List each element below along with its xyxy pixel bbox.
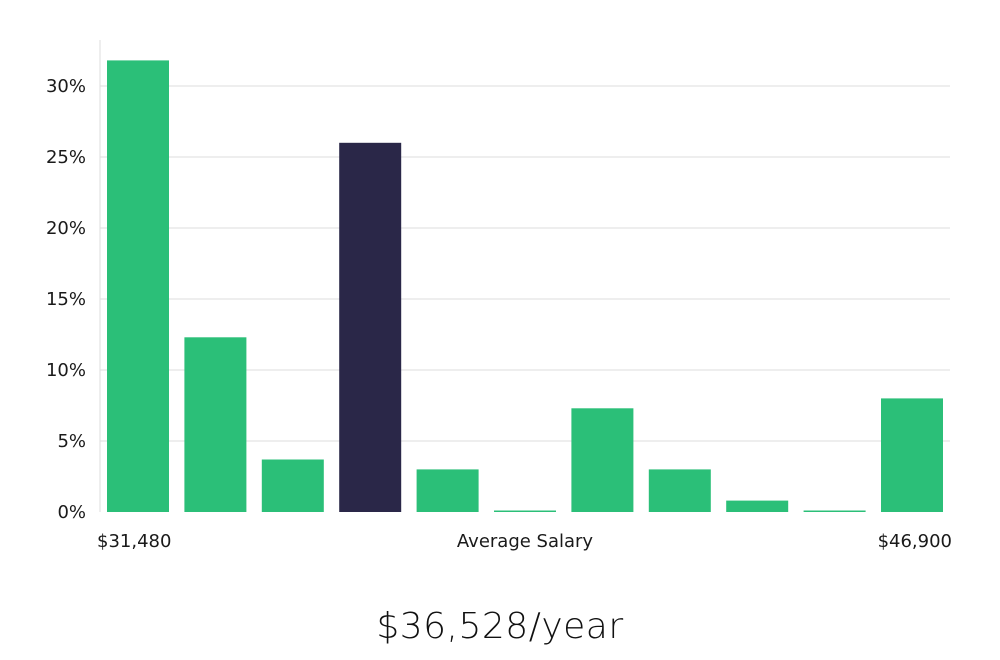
bar — [803, 510, 866, 512]
y-tick-label: 25% — [46, 147, 86, 168]
bar-highlighted — [339, 142, 402, 513]
salary-histogram-chart: 0% 5% 10% 15% 20% 25% 30% $31,480 Average Sala… — [46, 40, 952, 552]
bar — [107, 60, 169, 513]
x-start-label: $31,480 — [97, 531, 171, 552]
bar — [416, 469, 479, 512]
y-tick-label: 30% — [46, 76, 86, 97]
x-axis-title: Average Salary — [457, 531, 594, 552]
bar — [571, 408, 634, 512]
y-tick-label: 5% — [57, 431, 86, 452]
y-tick-label: 10% — [46, 360, 86, 381]
bar — [261, 459, 324, 512]
average-salary-value: $36,528/year — [376, 606, 624, 647]
y-axis-ticks: 0% 5% 10% 15% 20% 25% 30% — [46, 76, 86, 523]
bar — [184, 337, 247, 512]
x-end-label: $46,900 — [878, 531, 952, 552]
y-tick-label: 20% — [46, 218, 86, 239]
y-tick-label: 0% — [57, 502, 86, 523]
bar — [648, 469, 711, 512]
bar — [881, 398, 943, 512]
bar — [494, 510, 556, 512]
y-tick-label: 15% — [46, 289, 86, 310]
bar — [726, 500, 789, 512]
bars — [107, 60, 943, 513]
